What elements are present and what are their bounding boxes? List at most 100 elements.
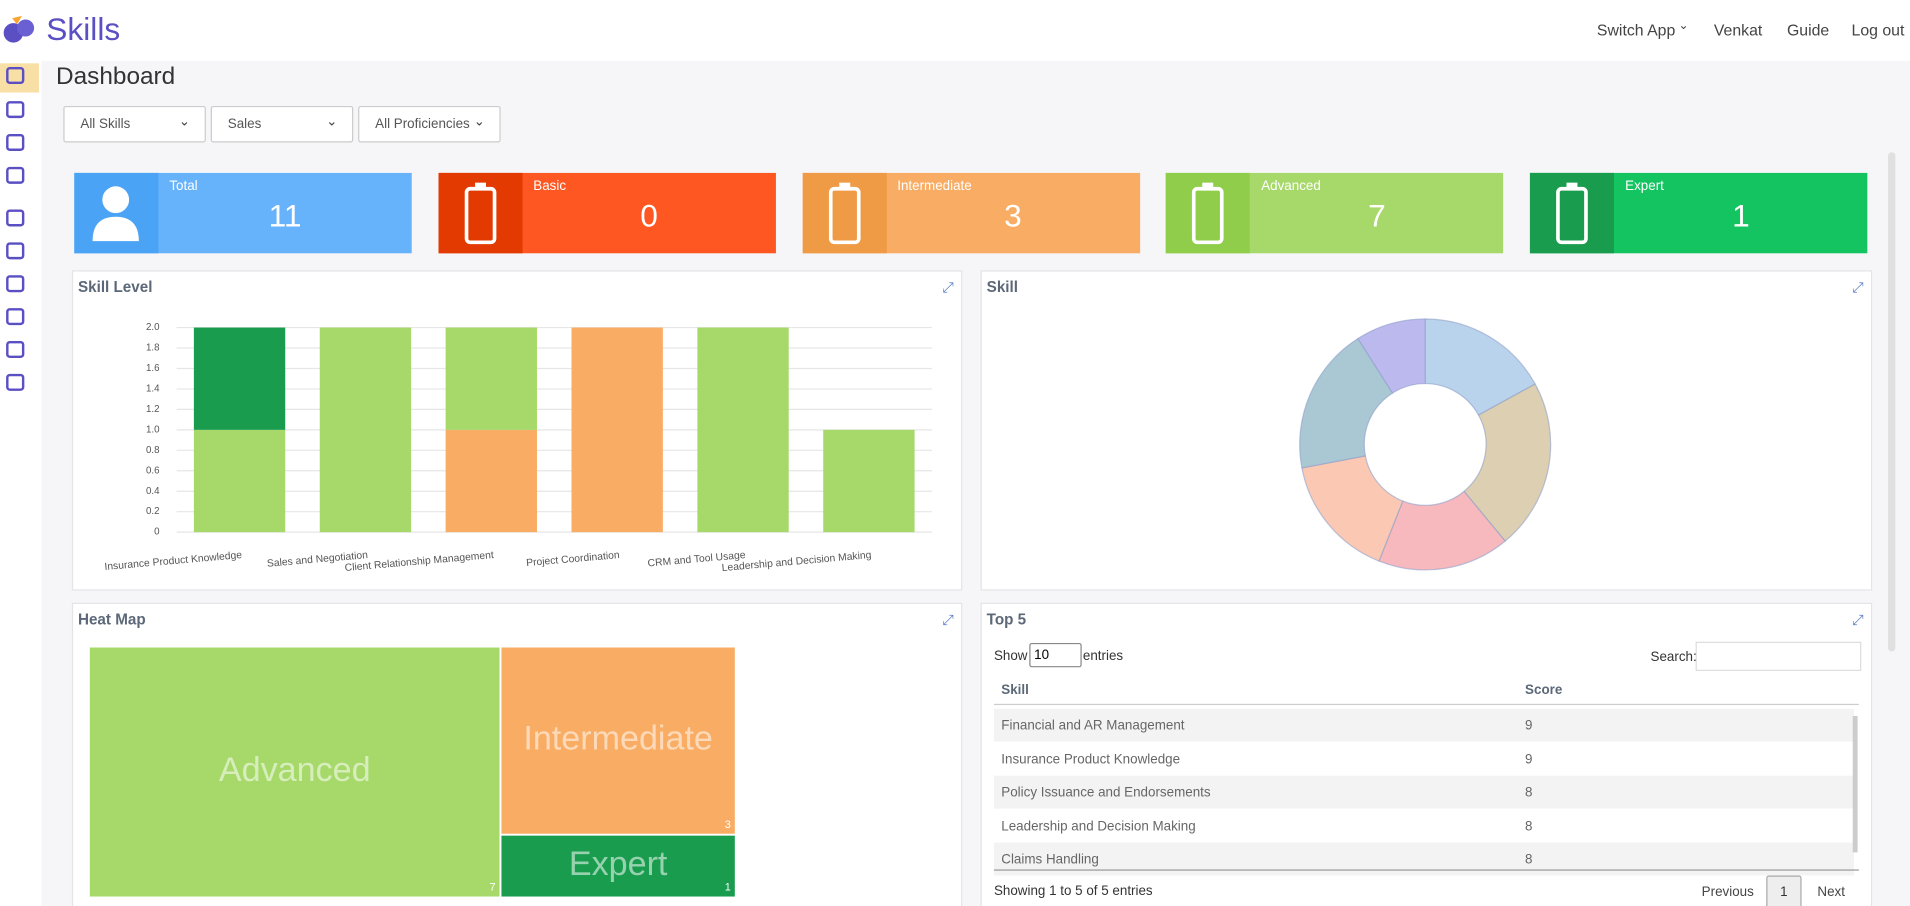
card-value: 7 xyxy=(1368,197,1386,234)
bar-chart: 0 0.2 0.4 0.6 0.8 1.0 1.2 1.4 1.6 1.8 2.0 Insurance… xyxy=(104,322,932,574)
donut-segment xyxy=(1299,337,1394,469)
menu-item[interactable]: Venkat xyxy=(1713,20,1763,39)
top-bar: Skills Switch App ⌄ Venkat Guide Log out xyxy=(0,0,1910,61)
panel-title: Heat Map xyxy=(77,611,146,629)
page-button[interactable]: Next xyxy=(1817,885,1845,900)
bar xyxy=(319,327,412,533)
caret: ⌄ xyxy=(1678,19,1689,33)
treemap-cell xyxy=(499,645,737,836)
y-tick-label: 0 xyxy=(154,527,160,538)
battery xyxy=(828,186,861,245)
filter-text: All Skills xyxy=(80,116,131,132)
bar xyxy=(697,327,789,533)
y-tick-label: 0.8 xyxy=(146,445,160,456)
page-button[interactable]: 1 xyxy=(1766,875,1802,906)
label: entries xyxy=(1082,649,1124,664)
y-tick-label: 1.2 xyxy=(146,404,160,415)
battery-cap xyxy=(474,182,486,189)
card-label: Basic xyxy=(533,179,567,194)
sidebar-icon xyxy=(6,66,25,85)
treemap-cell xyxy=(499,833,737,899)
treemap-cell xyxy=(88,645,502,899)
y-tick-label: 1.0 xyxy=(146,424,160,435)
menu-item[interactable]: Switch App xyxy=(1596,20,1676,39)
treemap: Advanced 7 Intermediate 3 Expert 1 xyxy=(88,645,737,899)
menu-item[interactable]: Log out xyxy=(1851,20,1905,39)
battery-cap xyxy=(1566,182,1578,189)
sidebar-icon xyxy=(6,133,25,151)
page-size-select[interactable]: 10 xyxy=(1029,642,1082,668)
sidebar-icon xyxy=(6,275,25,293)
stat-card: Advanced 7 xyxy=(1166,172,1504,254)
bar xyxy=(193,429,286,533)
expand-button[interactable]: ⤢ xyxy=(1851,278,1864,296)
treemap-label: Advanced xyxy=(219,751,371,789)
treemap-value: 3 xyxy=(725,819,731,831)
icon xyxy=(1556,182,1589,245)
card-value: 11 xyxy=(268,197,302,234)
battery xyxy=(1556,186,1589,245)
expand-button[interactable]: ⤢ xyxy=(1851,611,1864,629)
caret: ⌄ xyxy=(326,114,338,130)
panel-title: Skill xyxy=(986,278,1018,296)
caret: ⌄ xyxy=(473,114,485,130)
table-cell: Insurance Product Knowledge xyxy=(1001,751,1181,767)
y-tick-label: 1.6 xyxy=(146,363,160,374)
scrollbar xyxy=(1888,152,1896,652)
card-label: Expert xyxy=(1625,179,1664,194)
table-cell: 9 xyxy=(1525,751,1533,767)
footer-rule xyxy=(993,869,1859,871)
y-tick-label: 2.0 xyxy=(146,322,160,333)
icon xyxy=(92,186,139,242)
table-row xyxy=(993,775,1854,809)
card-value: 1 xyxy=(1732,197,1750,234)
y-tick-label: 0.4 xyxy=(146,486,160,497)
table-row xyxy=(993,708,1854,742)
sidebar-icon xyxy=(6,340,25,359)
stat-card: Basic 0 xyxy=(438,172,776,254)
card-icon xyxy=(74,172,159,254)
expand-button[interactable]: ⤢ xyxy=(942,611,954,629)
table-cell: 8 xyxy=(1525,852,1533,868)
card-label: Total xyxy=(169,179,198,194)
sidebar-icon xyxy=(6,101,25,119)
filter-text: All Proficiencies xyxy=(375,116,470,132)
y-tick-label: 0.2 xyxy=(146,506,160,517)
table-cell: 9 xyxy=(1525,718,1533,734)
icon xyxy=(464,182,497,245)
treemap-value: 1 xyxy=(725,882,731,894)
sidebar-icon xyxy=(6,166,25,184)
caret: ⌄ xyxy=(178,114,191,130)
card-icon xyxy=(438,172,523,254)
filter-dropdown[interactable]: All Skills ⌄ xyxy=(63,105,206,143)
menu-item[interactable]: Guide xyxy=(1786,20,1830,39)
column-header[interactable]: Skill xyxy=(1001,683,1029,698)
bar xyxy=(193,327,286,430)
filter-dropdown[interactable]: Sales ⌄ xyxy=(210,105,354,143)
treemap-label: Intermediate xyxy=(523,720,713,758)
sidebar-icon xyxy=(6,308,25,326)
column-header[interactable]: Score xyxy=(1525,683,1563,698)
donut-segment xyxy=(1357,318,1426,394)
stat-card: Intermediate 3 xyxy=(802,172,1140,254)
card-icon xyxy=(1166,172,1251,254)
card-value: 0 xyxy=(640,197,658,234)
search-input[interactable] xyxy=(1695,641,1862,671)
sidebar-icon xyxy=(6,242,25,260)
info: Showing 1 to 5 of 5 entries xyxy=(993,884,1153,899)
icon xyxy=(1192,182,1225,245)
table-scrollbar xyxy=(1852,716,1858,853)
filter-dropdown[interactable]: All Proficiencies ⌄ xyxy=(358,105,501,143)
panel-title: Skill Level xyxy=(77,278,153,296)
page-button[interactable]: Previous xyxy=(1701,885,1754,900)
table-cell: 8 xyxy=(1525,818,1533,834)
expand-button[interactable]: ⤢ xyxy=(942,278,954,296)
bar xyxy=(445,429,537,533)
page-title: Dashboard xyxy=(56,63,176,91)
x-tick-label: Insurance Product Knowledge xyxy=(104,550,243,573)
table-cell: Financial and AR Management xyxy=(1001,718,1185,734)
y-tick-label: 1.8 xyxy=(146,343,160,354)
header-rule xyxy=(993,703,1859,706)
table-row xyxy=(993,809,1854,843)
treemap-value: 7 xyxy=(490,882,496,894)
